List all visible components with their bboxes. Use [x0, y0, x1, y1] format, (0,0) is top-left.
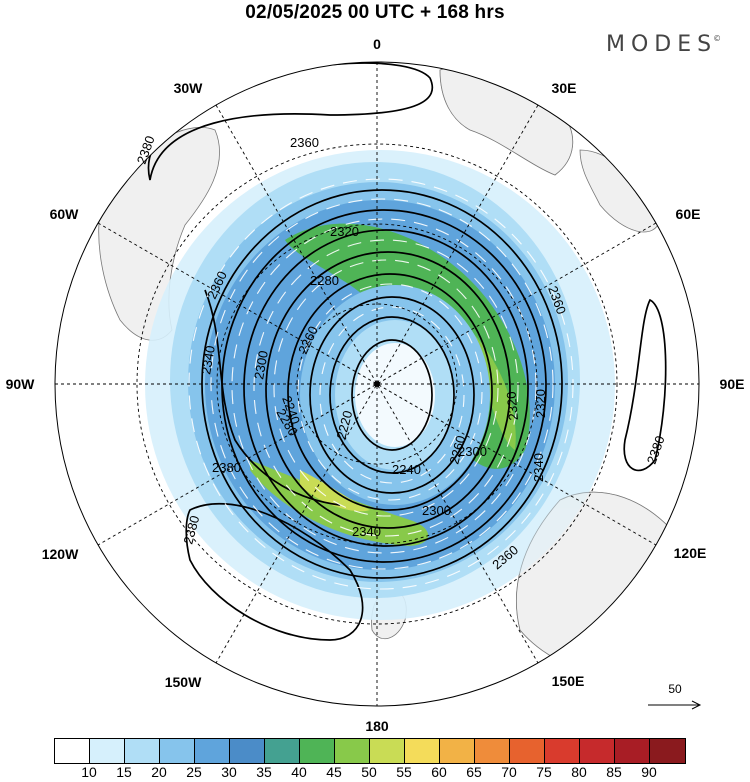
contour-label: 2220 — [333, 409, 355, 441]
contour-label: 2320 — [330, 224, 359, 239]
lon-label-150e: 150E — [551, 673, 585, 689]
lon-label-90e: 90E — [719, 376, 745, 392]
modes-logo: MODES© — [606, 32, 722, 57]
colorbar-tick-label: 70 — [501, 764, 517, 780]
colorbar-tick-label: 80 — [571, 764, 587, 780]
colorbar-tick-label: 45 — [326, 764, 342, 780]
colorbar-tick-label: 60 — [431, 764, 447, 780]
colorbar-swatch — [230, 739, 265, 763]
colorbar-tick-label: 20 — [151, 764, 167, 780]
contour-label: 2240 — [392, 462, 421, 477]
colorbar-tick-label: 25 — [186, 764, 202, 780]
colorbar-swatch — [650, 739, 685, 763]
lon-label-180: 180 — [365, 718, 389, 734]
lon-label-90w: 90W — [5, 376, 35, 392]
map-boundary — [54, 61, 700, 707]
colorbar-labels: 10 15 20 25 30 35 40 45 50 55 60 65 70 75 80 85 90 — [54, 764, 750, 782]
lon-label-120w: 120W — [41, 546, 79, 562]
colorbar-tick-label: 40 — [291, 764, 307, 780]
wind-reference-label: 50 — [668, 682, 682, 696]
contour-label: 2340 — [198, 344, 218, 375]
colorbar-swatch — [545, 739, 580, 763]
contour-label: 2280 — [310, 273, 339, 288]
contour-label: 2340 — [352, 524, 381, 539]
colorbar-swatch — [335, 739, 370, 763]
colorbar-tick-label: 35 — [256, 764, 272, 780]
colorbar-tick-label: 90 — [641, 764, 657, 780]
colorbar-swatch — [440, 739, 475, 763]
polar-map: 2380 2360 2360 2340 2320 2300 2280 2260 … — [54, 61, 700, 707]
map-content — [55, 62, 699, 706]
contour-label: 2340 — [531, 453, 546, 482]
colorbar-swatch — [405, 739, 440, 763]
lon-label-30e: 30E — [551, 80, 577, 96]
colorbar-tick-label: 50 — [361, 764, 377, 780]
colorbar-swatch — [580, 739, 615, 763]
contour-label: 2260 — [446, 434, 468, 466]
graticule — [55, 62, 699, 706]
colorbar-swatch — [90, 739, 125, 763]
colorbar-swatch — [265, 739, 300, 763]
colorbar-swatch — [615, 739, 650, 763]
contour-label: 2360 — [290, 135, 319, 150]
contour-label: 2300 — [422, 503, 451, 518]
colorbar-tick-label: 85 — [606, 764, 622, 780]
contour-label: 2380 — [212, 460, 241, 475]
colorbar-swatch — [125, 739, 160, 763]
lon-label-30w: 30W — [173, 80, 203, 96]
colorbar-swatch — [160, 739, 195, 763]
arrow-right-icon — [648, 700, 702, 710]
colorbar-swatch — [55, 739, 90, 763]
contour-label: 2300 — [251, 349, 271, 380]
lon-label-60e: 60E — [675, 206, 701, 222]
contour-label: 2380 — [180, 514, 202, 546]
land-south-america — [98, 127, 220, 341]
lon-label-150w: 150W — [164, 674, 202, 690]
colorbar-swatch — [300, 739, 335, 763]
lon-label-60w: 60W — [49, 206, 79, 222]
colorbar — [54, 738, 686, 764]
colorbar-tick-label: 15 — [116, 764, 132, 780]
colorbar-swatch — [370, 739, 405, 763]
contour-label: 2320 — [504, 391, 521, 421]
wind-reference-vector: 50 — [640, 680, 710, 716]
contour-label: 2300 — [458, 444, 487, 459]
contour-label: 2320 — [533, 389, 548, 418]
colorbar-tick-label: 65 — [466, 764, 482, 780]
south-pole-marker — [374, 381, 380, 387]
colorbar-tick-label: 30 — [221, 764, 237, 780]
colorbar-tick-label: 75 — [536, 764, 552, 780]
colorbar-swatch — [475, 739, 510, 763]
map-title: 02/05/2025 00 UTC + 168 hrs — [245, 2, 505, 23]
colorbar-swatch — [195, 739, 230, 763]
colorbar-tick-label: 55 — [396, 764, 412, 780]
lon-label-0: 0 — [373, 36, 381, 52]
colorbar-tick-label: 10 — [81, 764, 97, 780]
lon-label-120e: 120E — [673, 545, 707, 561]
colorbar-swatch — [510, 739, 545, 763]
